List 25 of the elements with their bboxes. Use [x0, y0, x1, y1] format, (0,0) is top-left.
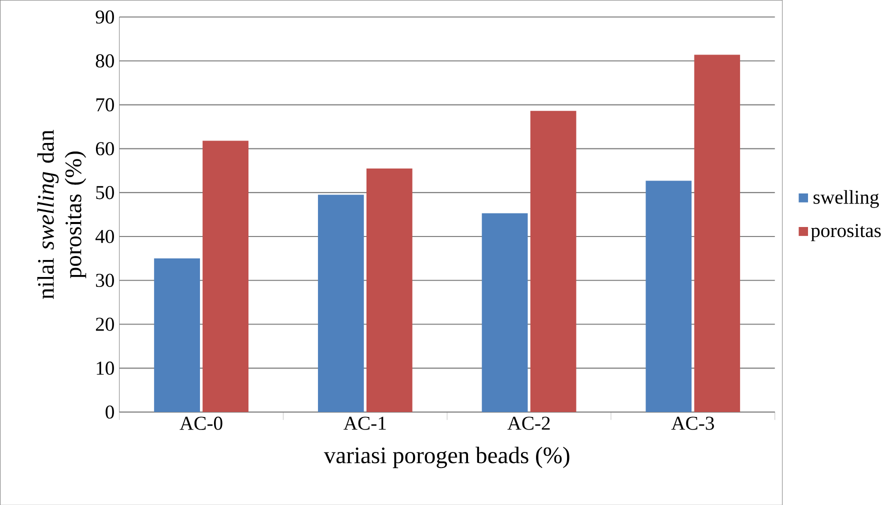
y-tick-label: 10: [96, 361, 114, 375]
bar: [202, 140, 248, 412]
y-tick-label: 60: [96, 142, 114, 156]
bar: [482, 213, 528, 412]
bar: [366, 168, 412, 412]
bar: [530, 110, 576, 412]
y-tick-label: 90: [96, 10, 114, 24]
bar: [154, 258, 200, 412]
x-axis-title: variasi porogen beads (%): [324, 446, 570, 468]
y-tick-label: 0: [106, 405, 114, 419]
y-tick-label: 20: [96, 317, 114, 331]
y-tick-label: 50: [96, 186, 114, 200]
y-tick-label: 40: [95, 230, 114, 243]
x-tick-label: AC-1: [344, 416, 386, 430]
y-tick-label: 30: [96, 274, 114, 287]
legend-label: porositas: [810, 224, 881, 241]
y-tick-label: 70: [96, 98, 114, 112]
bar: [646, 180, 692, 412]
bar: [318, 194, 364, 412]
x-tick-label: AC-3: [671, 416, 714, 430]
y-tick-label: 80: [96, 54, 114, 68]
legend-label: swelling: [814, 190, 879, 208]
x-tick-label: AC-2: [507, 416, 550, 430]
bar: [694, 54, 740, 412]
x-tick-label: AC-0: [180, 416, 222, 430]
